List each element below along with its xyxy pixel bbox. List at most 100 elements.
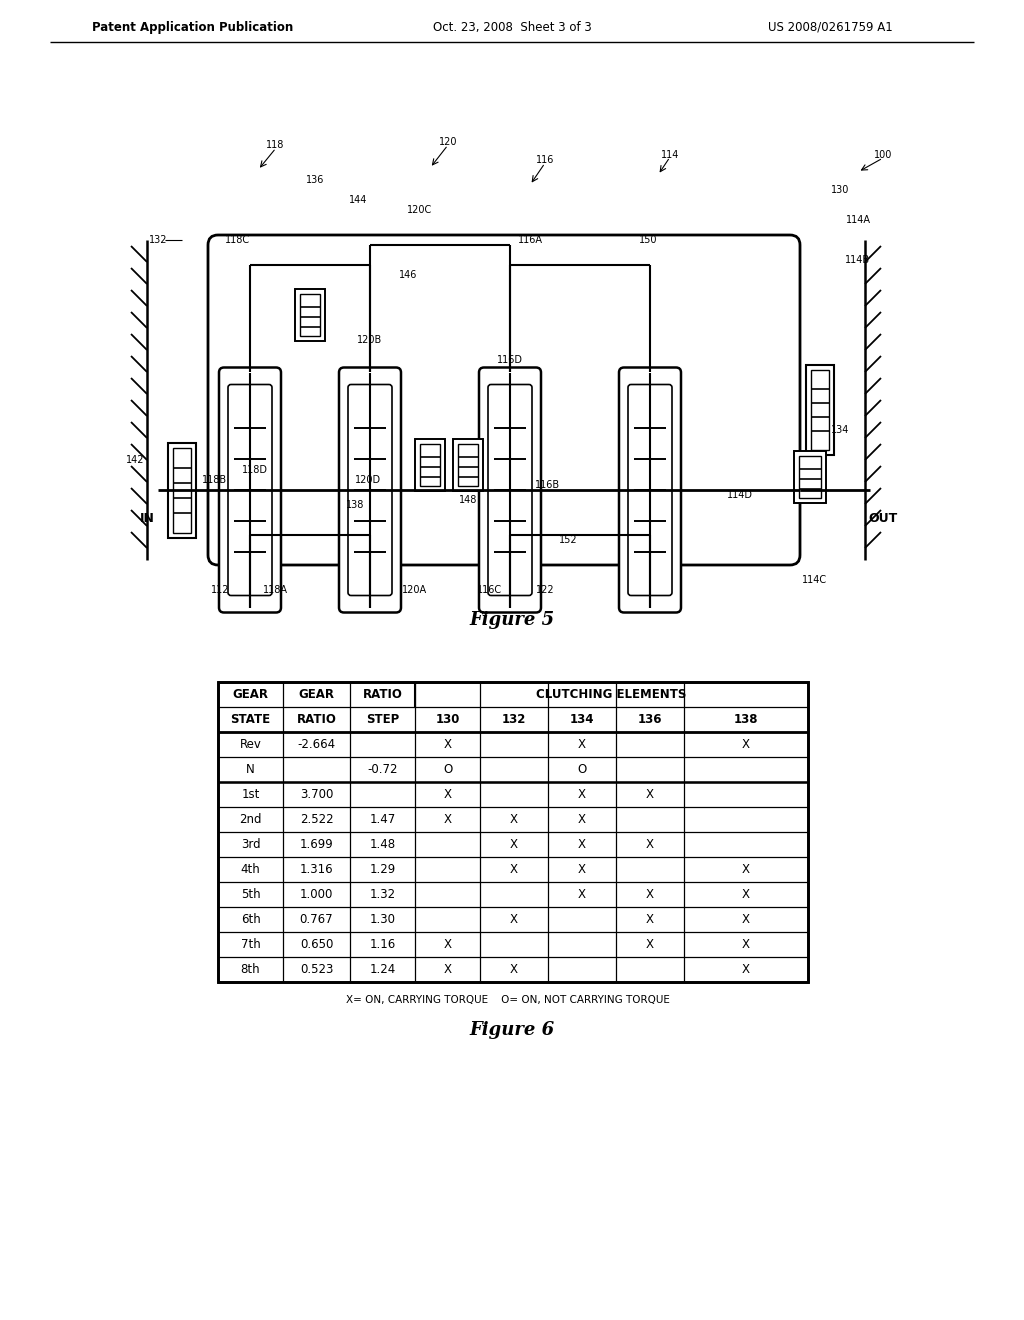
Text: 1.699: 1.699 [300,838,334,851]
Text: X: X [510,964,518,975]
Text: N: N [246,763,255,776]
Text: 114C: 114C [803,576,827,585]
Text: 136: 136 [638,713,663,726]
Text: 4th: 4th [241,863,260,876]
Text: 116C: 116C [477,585,503,595]
Text: X: X [443,813,452,826]
Text: Figure 6: Figure 6 [469,1020,555,1039]
Text: X: X [742,964,750,975]
Bar [415,440,445,491]
Text: 132: 132 [502,713,526,726]
Text: X: X [742,939,750,950]
Text: 1.47: 1.47 [370,813,395,826]
Text: X: X [646,788,654,801]
Text: 120: 120 [438,137,458,147]
Text: X: X [443,738,452,751]
Text: 114D: 114D [727,490,753,500]
Text: X: X [646,838,654,851]
Text: Rev: Rev [240,738,261,751]
Text: 5th: 5th [241,888,260,902]
Bar [173,447,191,532]
Text: 116A: 116A [517,235,543,246]
Text: 152: 152 [559,535,578,545]
Bar [806,366,834,455]
Text: X: X [443,788,452,801]
Text: X: X [578,788,586,801]
Text: X: X [742,888,750,902]
Text: STEP: STEP [366,713,399,726]
Text: O: O [442,763,453,776]
Bar [799,455,821,498]
Text: 1.24: 1.24 [370,964,395,975]
Text: 122: 122 [536,585,554,595]
Text: -0.72: -0.72 [368,763,397,776]
Text: 2nd: 2nd [240,813,262,826]
FancyBboxPatch shape [348,384,392,595]
FancyBboxPatch shape [479,367,541,612]
Text: X: X [510,813,518,826]
Text: X: X [443,939,452,950]
Text: 120A: 120A [402,585,428,595]
Text: 1st: 1st [242,788,260,801]
Text: 138: 138 [346,500,365,510]
Text: X: X [510,863,518,876]
Text: X: X [742,863,750,876]
Text: Oct. 23, 2008  Sheet 3 of 3: Oct. 23, 2008 Sheet 3 of 3 [432,21,592,33]
Text: US 2008/0261759 A1: US 2008/0261759 A1 [768,21,892,33]
Text: 118A: 118A [262,585,288,595]
Bar [794,451,826,503]
Text: 1.32: 1.32 [370,888,395,902]
Text: 0.767: 0.767 [300,913,334,927]
Text: X: X [578,738,586,751]
Text: 148: 148 [459,495,477,506]
Text: Patent Application Publication: Patent Application Publication [92,21,294,33]
Text: 1.316: 1.316 [300,863,334,876]
Text: 2.522: 2.522 [300,813,334,826]
Bar [420,444,440,486]
Text: 118D: 118D [242,465,268,475]
Text: 134: 134 [830,425,849,436]
Text: 1.000: 1.000 [300,888,333,902]
FancyBboxPatch shape [628,384,672,595]
FancyBboxPatch shape [219,367,281,612]
Text: 116B: 116B [536,480,560,490]
Text: 8th: 8th [241,964,260,975]
Text: 6th: 6th [241,913,260,927]
Text: RATIO: RATIO [297,713,337,726]
Text: GEAR: GEAR [299,688,335,701]
Bar [300,294,319,337]
Text: 118: 118 [266,140,285,150]
Text: CLUTCHING ELEMENTS: CLUTCHING ELEMENTS [537,688,687,701]
Text: X: X [646,913,654,927]
Text: 144: 144 [349,195,368,205]
Text: 136: 136 [306,176,325,185]
Text: 132: 132 [148,235,167,246]
Text: 114: 114 [660,150,679,160]
Text: 1.29: 1.29 [370,863,395,876]
FancyBboxPatch shape [228,384,272,595]
Text: 1.30: 1.30 [370,913,395,927]
Text: 0.650: 0.650 [300,939,333,950]
Text: 118C: 118C [225,235,251,246]
Text: 100: 100 [873,150,892,160]
Text: RATIO: RATIO [362,688,402,701]
Text: 130: 130 [830,185,849,195]
FancyBboxPatch shape [208,235,800,565]
Text: 150: 150 [639,235,657,246]
Text: 120B: 120B [357,335,383,345]
Text: 7th: 7th [241,939,260,950]
Text: OUT: OUT [868,511,898,524]
Text: 116: 116 [536,154,554,165]
Text: X: X [510,838,518,851]
Text: 114A: 114A [846,215,870,224]
Text: STATE: STATE [230,713,270,726]
Bar [453,440,483,491]
Text: 3rd: 3rd [241,838,260,851]
Text: 118B: 118B [203,475,227,484]
Text: 146: 146 [398,271,417,280]
Bar [218,682,808,982]
Text: 120D: 120D [355,475,381,484]
Text: IN: IN [139,511,155,524]
Text: X: X [646,888,654,902]
Text: X: X [742,738,750,751]
